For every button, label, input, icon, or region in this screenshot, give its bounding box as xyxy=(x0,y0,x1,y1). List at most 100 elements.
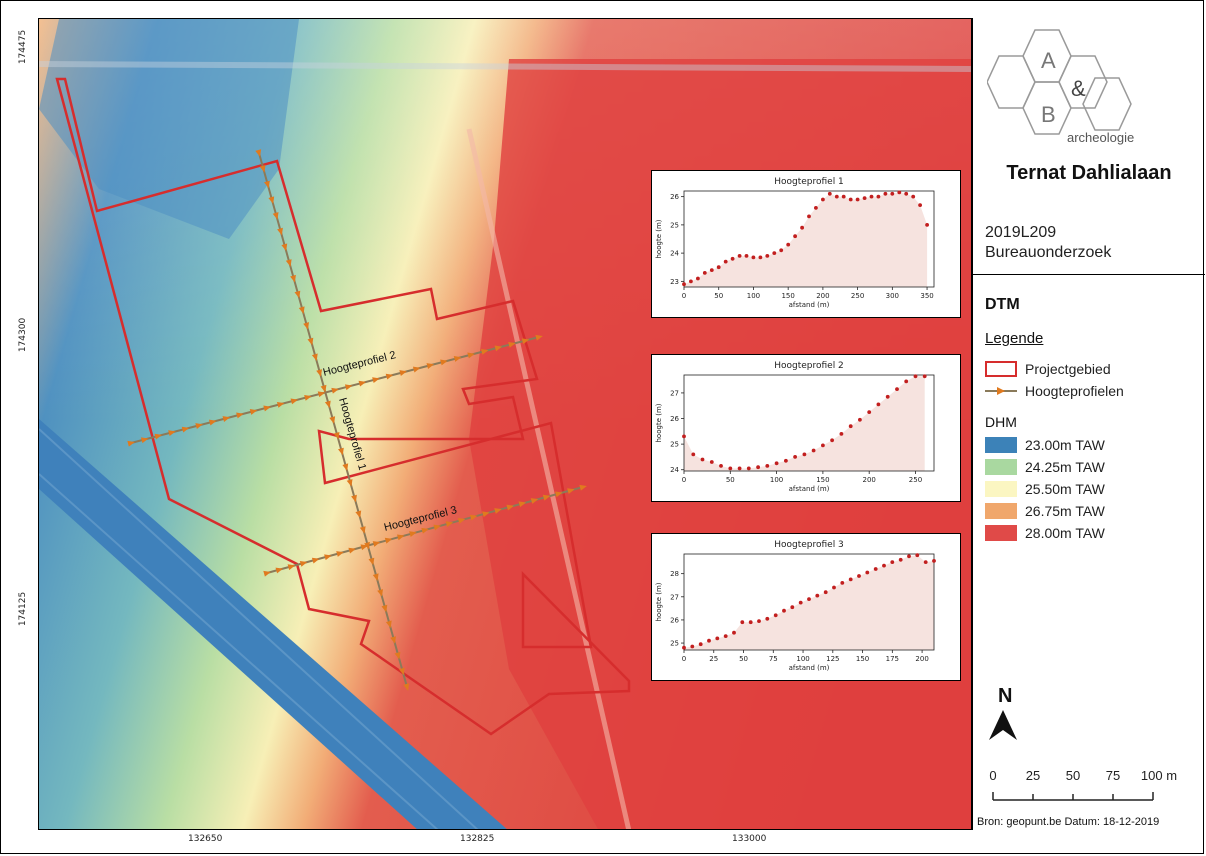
data-point xyxy=(922,374,927,379)
coord-y-label: 174300 xyxy=(18,317,29,353)
profile-marker xyxy=(372,377,380,384)
profile-marker xyxy=(358,380,367,387)
data-point xyxy=(800,225,804,230)
profile-marker xyxy=(368,557,375,566)
data-point xyxy=(876,194,881,199)
scale-tick-label: 0 xyxy=(989,770,996,783)
coord-y-label: 174475 xyxy=(18,29,29,65)
chart-svg: Hoogteprofiel 2 0 50 100 150 200 250 24 25 26 27 af… xyxy=(655,361,935,493)
y-tick-label: 25 xyxy=(670,221,679,229)
profile-marker xyxy=(311,353,318,362)
arrow-line-icon xyxy=(985,387,1017,395)
dhm-legend-item: 23.00m TAW xyxy=(985,436,1105,454)
profile-marker xyxy=(290,398,299,405)
x-tick-label: 350 xyxy=(920,292,933,300)
y-tick-label: 28 xyxy=(670,570,679,578)
profile-marker xyxy=(384,537,393,544)
data-point xyxy=(784,458,788,463)
profile-marker xyxy=(453,356,462,362)
profile-marker xyxy=(304,394,312,401)
data-point xyxy=(865,570,870,575)
profile-marker xyxy=(298,306,305,314)
scale-tick-label: 75 xyxy=(1106,770,1120,783)
chart-title: Hoogteprofiel 2 xyxy=(774,361,844,371)
data-point xyxy=(840,581,845,585)
x-axis-label: afstand (m) xyxy=(789,485,830,493)
map-sidebar: A & B archeologie Ternat Dahlialaan 2019… xyxy=(972,18,1205,830)
data-point xyxy=(719,464,723,468)
project-area-boundary xyxy=(55,77,631,736)
canal-edge xyxy=(39,473,439,829)
data-point xyxy=(786,242,791,247)
data-point xyxy=(682,434,686,439)
profile-marker xyxy=(348,547,356,554)
data-point xyxy=(793,234,797,239)
scale-bar: 0 25 50 75 100 m xyxy=(987,768,1197,806)
profile-marker xyxy=(530,498,539,504)
profile-area xyxy=(684,555,934,650)
profile-marker xyxy=(426,363,435,369)
street xyxy=(466,128,632,829)
x-tick-label: 150 xyxy=(856,655,869,663)
profile-marker xyxy=(299,560,308,567)
elevation-map[interactable]: Hoogteprofiel 2 Hoogteprofiel 1 Hoogtepr… xyxy=(38,18,972,830)
profile-marker xyxy=(168,430,176,437)
canal xyxy=(39,419,507,829)
data-point xyxy=(821,443,825,448)
x-tick-label: 200 xyxy=(862,476,875,484)
data-point xyxy=(925,223,929,227)
color-swatch xyxy=(985,525,1017,541)
data-point xyxy=(867,410,872,414)
north-arrow-icon xyxy=(989,710,1017,740)
legend-item-project-area: Projectgebied xyxy=(985,360,1111,378)
elevation-profile-chart-3: Hoogteprofiel 3 0 25 50 75 100 125 150 175 200 25 2… xyxy=(651,533,961,681)
profile-marker xyxy=(259,165,266,173)
data-point xyxy=(758,255,763,260)
dhm-legend-item: 26.75m TAW xyxy=(985,502,1105,520)
profile-marker xyxy=(445,521,454,528)
profile-marker xyxy=(208,419,217,426)
dhm-label: 24.25m TAW xyxy=(1025,459,1105,475)
data-point xyxy=(723,634,728,638)
company-logo: A & B archeologie xyxy=(986,24,1187,169)
profile-marker xyxy=(360,544,369,551)
profile-marker xyxy=(542,494,551,501)
data-point xyxy=(814,206,818,210)
profile-marker xyxy=(281,243,288,252)
legend-item-profiles: Hoogteprofielen xyxy=(985,382,1124,400)
profile-marker xyxy=(276,401,285,408)
dhm-heading: DHM xyxy=(985,414,1017,430)
data-point xyxy=(918,203,922,207)
data-point xyxy=(690,644,695,649)
x-tick-label: 150 xyxy=(781,292,794,300)
profile-marker xyxy=(398,667,405,676)
data-point xyxy=(830,438,834,443)
profile-marker xyxy=(518,501,527,508)
color-swatch xyxy=(985,459,1017,475)
data-point xyxy=(873,567,878,571)
profile-marker xyxy=(433,524,442,531)
profile-marker xyxy=(272,212,279,220)
profile-marker xyxy=(311,557,320,564)
profile-marker xyxy=(377,589,383,597)
color-swatch xyxy=(985,437,1017,453)
y-tick-label: 23 xyxy=(670,278,679,286)
profile-marker xyxy=(317,391,326,398)
chart-svg: Hoogteprofiel 1 0 50 100 150 200 250 300 350 23 24… xyxy=(655,177,935,309)
data-point xyxy=(855,197,860,202)
data-point xyxy=(732,630,736,635)
x-tick-label: 75 xyxy=(769,655,778,663)
data-point xyxy=(834,194,839,199)
profile-marker xyxy=(506,504,514,511)
profile-marker xyxy=(521,338,530,345)
profile-marker xyxy=(333,432,340,440)
dhm-legend-item: 28.00m TAW xyxy=(985,524,1105,542)
chart-title: Hoogteprofiel 1 xyxy=(774,177,844,187)
data-point xyxy=(709,460,714,464)
x-axis-label: afstand (m) xyxy=(789,301,830,309)
data-point xyxy=(823,590,828,595)
profile-marker xyxy=(320,384,327,393)
data-point xyxy=(757,619,761,623)
coord-y-label: 174125 xyxy=(18,591,29,627)
